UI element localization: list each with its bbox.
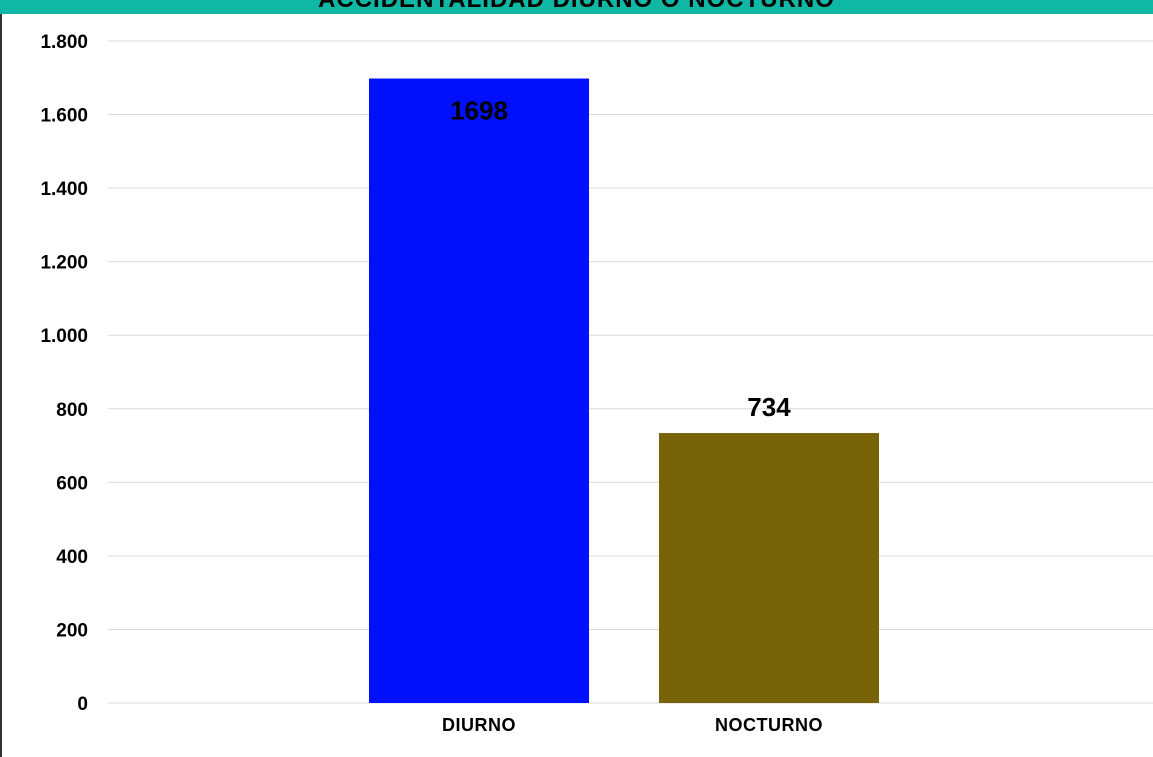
chart-title-bar: ACCIDENTALIDAD DIURNO O NOCTURNO (0, 0, 1153, 14)
y-tick-label: 1.000 (40, 326, 88, 347)
y-tick-label: 1.200 (40, 253, 88, 274)
bars: 1698 734 (369, 78, 879, 704)
y-tick-label: 1.600 (40, 106, 88, 127)
y-tick-label: 400 (56, 547, 88, 568)
data-label-nocturno: 734 (747, 392, 791, 422)
y-axis-ticks: 0 200 400 600 800 1.000 1.200 1.400 1.600 1.800 (40, 32, 88, 715)
y-tick-label: 1.400 (40, 179, 88, 200)
y-tick-label: 1.800 (40, 32, 88, 53)
chart-title: ACCIDENTALIDAD DIURNO O NOCTURNO (0, 0, 1153, 14)
x-axis-categories: DIURNO NOCTURNO (442, 715, 823, 735)
y-tick-label: 0 (77, 694, 88, 715)
y-tick-label: 600 (56, 473, 88, 494)
bar-diurno (369, 78, 589, 704)
y-tick-label: 800 (56, 400, 88, 421)
bar-nocturno (659, 433, 879, 703)
x-category-label-diurno: DIURNO (442, 715, 516, 735)
data-label-diurno: 1698 (450, 96, 508, 126)
gridlines (108, 40, 1153, 704)
x-category-label-nocturno: NOCTURNO (715, 715, 823, 735)
y-tick-label: 200 (56, 620, 88, 641)
